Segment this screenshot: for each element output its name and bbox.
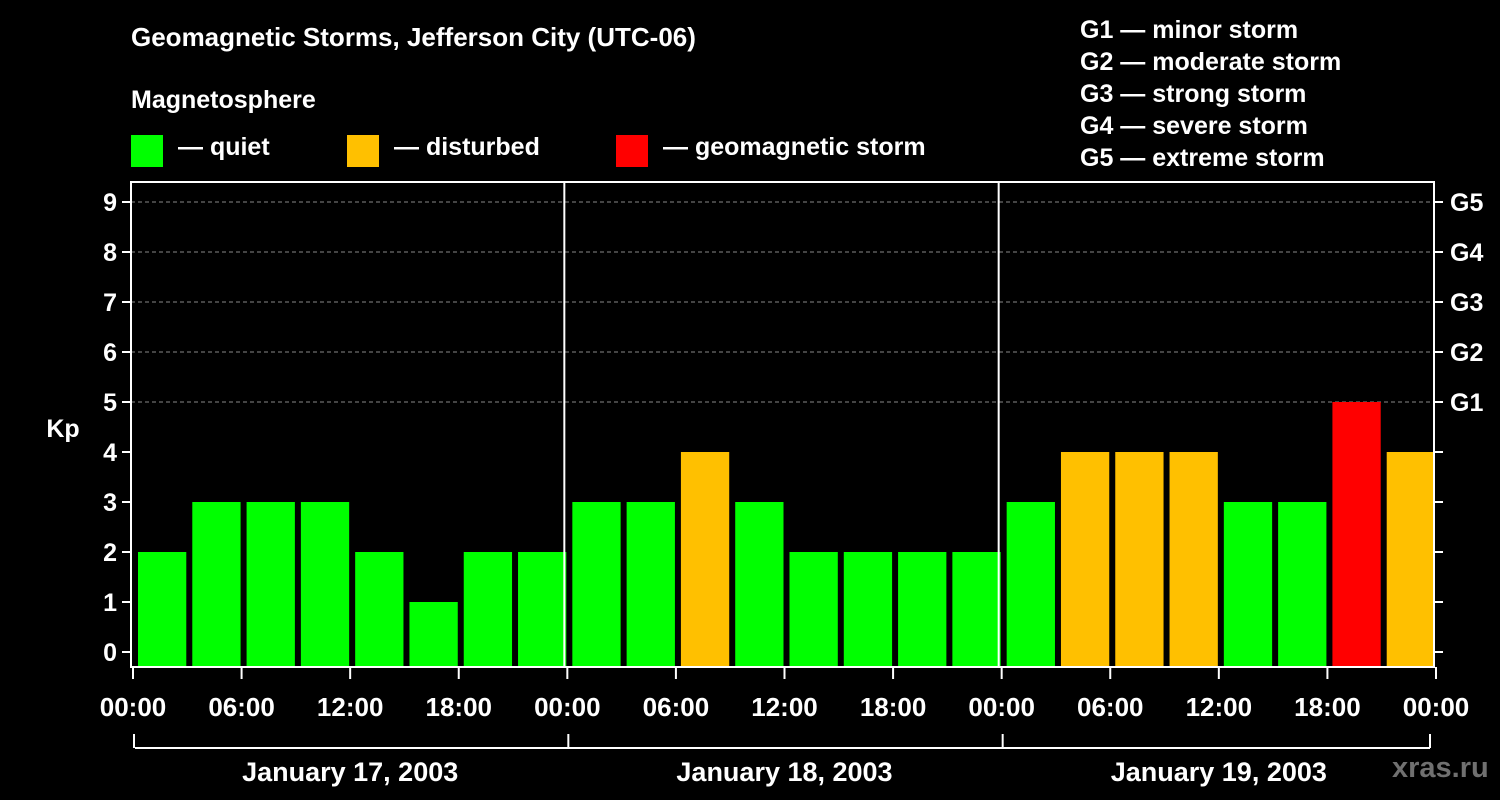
legend-label-storm: — geomagnetic storm (663, 133, 926, 161)
storm-scale-g3: G3 — strong storm (1080, 80, 1307, 108)
g-scale-label: G3 (1450, 289, 1483, 317)
x-tick-label: 00:00 (100, 692, 167, 722)
x-tick-label: 06:00 (1077, 692, 1144, 722)
x-tick-label: 12:00 (1186, 692, 1253, 722)
bar-21 (1278, 502, 1327, 667)
bar-18 (1115, 452, 1164, 667)
storm-scale-legend: G1 — minor storm G2 — moderate storm G3 … (1080, 14, 1341, 174)
bar-19 (1169, 452, 1218, 667)
g-scale-label: G1 (1450, 389, 1483, 417)
day-label: January 18, 2003 (676, 757, 892, 787)
bar-23 (1386, 452, 1435, 667)
x-tick-label: 12:00 (751, 692, 818, 722)
bar-13 (843, 552, 893, 667)
g-scale-label: G5 (1450, 189, 1483, 217)
g-scale-label: G4 (1450, 239, 1483, 267)
x-tick-label: 06:00 (643, 692, 710, 722)
y-tick-label: 4 (103, 439, 117, 467)
bar-9 (626, 502, 675, 667)
storm-scale-g4: G4 — severe storm (1080, 112, 1308, 140)
bar-14 (898, 552, 947, 667)
bar-3 (300, 502, 350, 667)
bar-5 (409, 602, 458, 667)
storm-scale-g2: G2 — moderate storm (1080, 48, 1342, 76)
y-tick-label: 0 (103, 639, 117, 667)
y-tick-label: 1 (103, 589, 117, 617)
bar-11 (735, 502, 784, 667)
x-tick-label: 18:00 (426, 692, 493, 722)
bar-17 (1060, 452, 1110, 667)
x-tick-label: 06:00 (208, 692, 275, 722)
y-tick-label: 8 (103, 239, 117, 267)
x-tick-label: 18:00 (860, 692, 927, 722)
bar-2 (246, 502, 295, 667)
bar-16 (1006, 502, 1055, 667)
day-label: January 19, 2003 (1111, 757, 1327, 787)
y-tick-label: 9 (103, 189, 117, 217)
y-tick-label: 5 (103, 389, 117, 417)
x-tick-label: 00:00 (534, 692, 601, 722)
legend-swatch-quiet (131, 135, 163, 167)
bar-6 (463, 552, 513, 667)
bar-10 (680, 452, 730, 667)
bar-0 (138, 552, 187, 667)
bar-1 (192, 502, 241, 667)
bar-4 (355, 552, 404, 667)
y-axis-label: Kp (46, 415, 79, 443)
y-tick-label: 6 (103, 339, 117, 367)
bar-7 (518, 552, 567, 667)
legend-swatch-storm (616, 135, 648, 167)
bar-12 (789, 552, 838, 667)
bar-22 (1332, 402, 1381, 667)
legend-heading: Magnetosphere (131, 86, 316, 114)
bar-8 (572, 502, 621, 667)
legend-swatch-disturbed (347, 135, 379, 167)
storm-scale-g5: G5 — extreme storm (1080, 144, 1325, 172)
g-scale-label: G2 (1450, 339, 1483, 367)
watermark: xras.ru (1392, 752, 1489, 784)
y-tick-label: 2 (103, 539, 117, 567)
bar-15 (952, 552, 1001, 667)
x-tick-label: 12:00 (317, 692, 384, 722)
legend-label-disturbed: — disturbed (394, 133, 540, 161)
y-tick-label: 7 (103, 289, 117, 317)
plot-frame (130, 181, 1435, 668)
day-label: January 17, 2003 (242, 757, 458, 787)
storm-scale-g1: G1 — minor storm (1080, 16, 1299, 44)
chart-title: Geomagnetic Storms, Jefferson City (UTC-… (131, 22, 696, 52)
bar-20 (1223, 502, 1273, 667)
legend-label-quiet: — quiet (178, 133, 270, 161)
y-tick-label: 3 (103, 489, 117, 517)
x-tick-label: 00:00 (1403, 692, 1470, 722)
x-tick-label: 18:00 (1294, 692, 1361, 722)
x-tick-label: 00:00 (968, 692, 1035, 722)
